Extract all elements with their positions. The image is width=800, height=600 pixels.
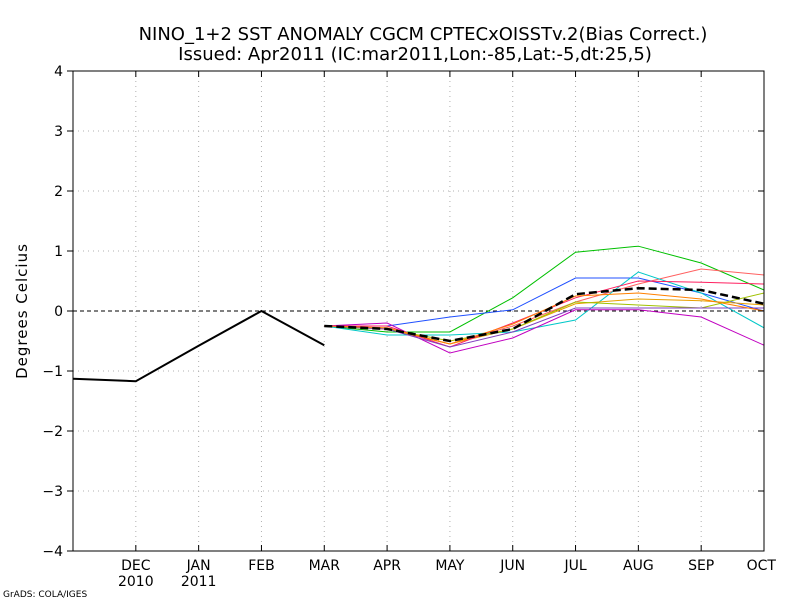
- x-tick-year-label: 2010: [118, 574, 154, 590]
- x-tick-label: APR: [373, 558, 401, 574]
- chart-title: NINO_1+2 SST ANOMALY CGCM CPTECxOISSTv.2…: [139, 24, 708, 45]
- x-tick-label: JAN: [186, 558, 211, 574]
- y-tick-label: 1: [54, 244, 63, 260]
- y-tick-label: −1: [42, 364, 63, 380]
- y-axis-ticks: −4 −3 −2 −1 0 1 2 3 4: [42, 64, 764, 560]
- ensemble-mean-line: [324, 286, 765, 343]
- y-tick-label: 4: [54, 64, 63, 80]
- series-line-member-5: [324, 309, 765, 354]
- observed-line: [72, 309, 325, 383]
- observed-layer: [72, 309, 325, 383]
- y-tick-label: 3: [54, 124, 63, 140]
- y-tick-label: −2: [42, 424, 63, 440]
- x-tick-label: OCT: [747, 558, 777, 574]
- chart-subtitle: Issued: Apr2011 (IC:mar2011,Lon:-85,Lat:…: [178, 44, 652, 65]
- ensemble-members: [324, 245, 765, 354]
- series-line-member-2: [324, 268, 765, 345]
- y-tick-label: −4: [42, 544, 63, 560]
- x-tick-label: DEC: [121, 558, 151, 574]
- x-tick-label: MAY: [435, 558, 465, 574]
- ensemble-mean-layer: [324, 286, 765, 343]
- y-tick-label: −3: [42, 484, 63, 500]
- series-line-member-3: [324, 277, 765, 327]
- y-tick-label: 2: [54, 184, 63, 200]
- x-tick-label: FEB: [248, 558, 275, 574]
- x-tick-label: JUN: [499, 558, 525, 574]
- grid-lines: [73, 71, 764, 551]
- series-line-member-6: [324, 298, 765, 345]
- x-tick-year-label: 2011: [181, 574, 217, 590]
- y-tick-label: 0: [54, 304, 63, 320]
- grads-credit: GrADS: COLA/IGES: [3, 590, 87, 600]
- x-tick-label: SEP: [688, 558, 714, 574]
- y-axis-title: Degrees Celcius: [13, 243, 31, 379]
- x-tick-label: MAR: [309, 558, 341, 574]
- x-tick-label: JUL: [563, 558, 586, 574]
- x-tick-label: AUG: [623, 558, 654, 574]
